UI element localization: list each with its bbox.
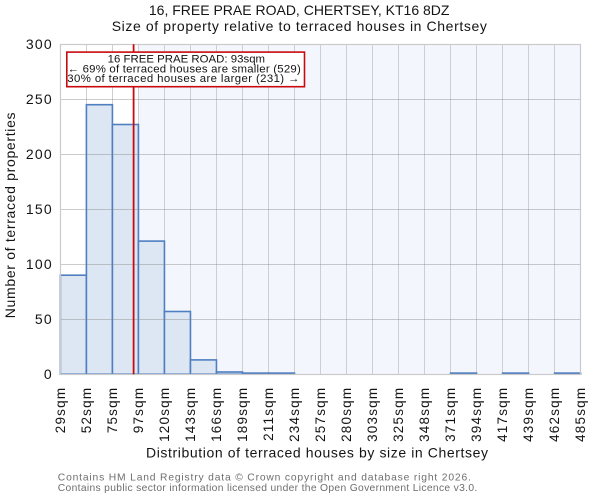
svg-text:257sqm: 257sqm	[313, 387, 328, 442]
svg-text:234sqm: 234sqm	[287, 387, 302, 442]
svg-text:16 FREE PRAE ROAD: 93sqm: 16 FREE PRAE ROAD: 93sqm	[108, 53, 265, 65]
svg-text:485sqm: 485sqm	[573, 387, 588, 442]
svg-text:200: 200	[26, 146, 53, 162]
svg-text:439sqm: 439sqm	[521, 387, 536, 442]
svg-text:211sqm: 211sqm	[261, 387, 276, 441]
svg-text:Size of property relative to t: Size of property relative to terraced ho…	[112, 18, 488, 34]
svg-text:300: 300	[26, 36, 53, 52]
svg-text:303sqm: 303sqm	[365, 387, 380, 442]
svg-text:← 69% of terraced houses are s: ← 69% of terraced houses are smaller (52…	[68, 64, 301, 76]
svg-text:29sqm: 29sqm	[53, 387, 68, 434]
svg-text:52sqm: 52sqm	[79, 387, 94, 434]
svg-text:394sqm: 394sqm	[469, 387, 484, 442]
svg-text:97sqm: 97sqm	[131, 387, 146, 434]
svg-text:462sqm: 462sqm	[547, 387, 562, 442]
svg-text:50: 50	[35, 311, 53, 327]
svg-text:348sqm: 348sqm	[417, 387, 432, 442]
svg-text:371sqm: 371sqm	[443, 387, 458, 442]
svg-text:189sqm: 189sqm	[235, 387, 250, 442]
svg-text:16, FREE PRAE ROAD, CHERTSEY,: 16, FREE PRAE ROAD, CHERTSEY, KT16 8DZ	[149, 2, 450, 18]
svg-text:280sqm: 280sqm	[339, 387, 354, 442]
svg-text:120sqm: 120sqm	[157, 387, 172, 442]
svg-text:Contains public sector informa: Contains public sector information licen…	[58, 483, 478, 494]
svg-text:250: 250	[26, 91, 53, 107]
svg-text:100: 100	[26, 256, 53, 272]
svg-text:143sqm: 143sqm	[183, 387, 198, 442]
svg-text:325sqm: 325sqm	[391, 387, 406, 442]
svg-text:0: 0	[44, 366, 53, 382]
svg-text:Distribution of terraced house: Distribution of terraced houses by size …	[146, 445, 489, 461]
svg-text:30% of terraced houses are lar: 30% of terraced houses are larger (231) …	[67, 73, 300, 85]
svg-text:166sqm: 166sqm	[209, 387, 224, 442]
svg-text:417sqm: 417sqm	[495, 387, 510, 442]
svg-text:Contains HM Land Registry data: Contains HM Land Registry data © Crown c…	[58, 473, 472, 484]
svg-text:Number of terraced properties: Number of terraced properties	[2, 112, 18, 318]
svg-text:75sqm: 75sqm	[105, 387, 120, 434]
svg-text:150: 150	[26, 201, 53, 217]
